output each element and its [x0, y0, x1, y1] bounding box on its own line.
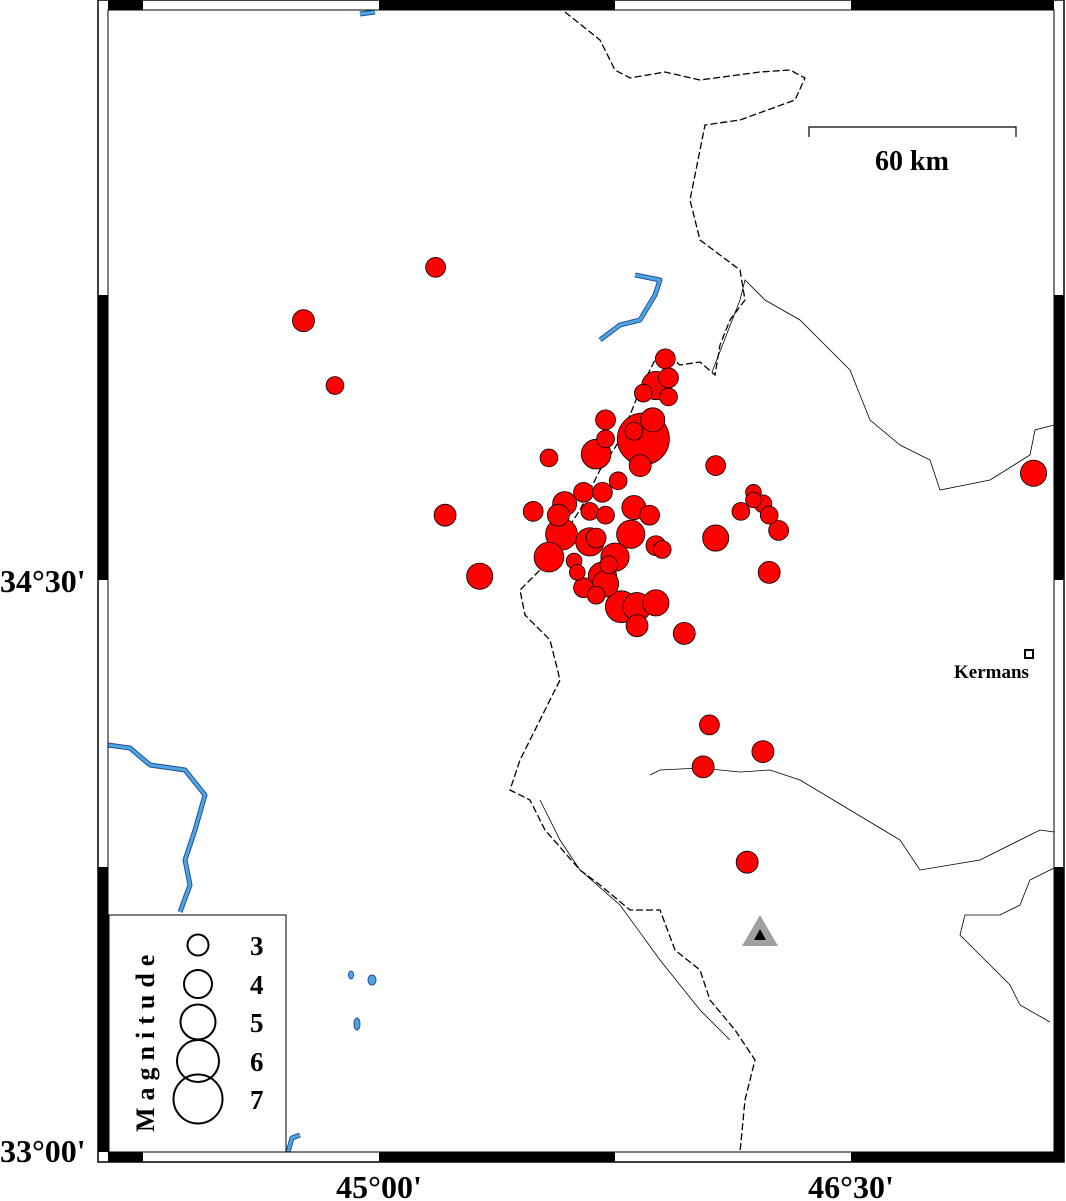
- small-lakes: [348, 970, 377, 1031]
- earthquake-event: [652, 540, 672, 559]
- earthquake-event: [699, 714, 720, 736]
- legend-circle: [183, 969, 213, 999]
- earthquake-event: [592, 481, 613, 503]
- legend-label: 3: [250, 931, 264, 961]
- legend-circle: [176, 1039, 220, 1083]
- international-border: [509, 11, 806, 1153]
- earthquake-event: [608, 471, 628, 491]
- earthquake-event: [573, 481, 594, 503]
- earthquake-event: [628, 454, 652, 478]
- earthquake-event: [654, 348, 676, 370]
- legend-circle: [172, 1073, 224, 1125]
- earthquake-event: [585, 527, 607, 549]
- earthquake-event: [735, 850, 759, 874]
- earthquake-event: [658, 367, 679, 389]
- earthquake-event: [745, 491, 762, 509]
- rivers-lakes-fill: [107, 10, 662, 1153]
- earthquake-event: [325, 376, 345, 395]
- legend-circle: [186, 933, 210, 957]
- earthquake-event: [539, 448, 559, 468]
- lat-tick-label: 34°30': [0, 563, 86, 599]
- province-borders: [539, 279, 1055, 1041]
- earthquake-event: [596, 505, 615, 525]
- earthquake-event: [659, 387, 678, 407]
- earthquake-event: [757, 560, 781, 584]
- earthquake-event: [425, 256, 446, 278]
- legend-label: 6: [250, 1047, 264, 1077]
- earthquake-event: [634, 383, 653, 403]
- earthquake-event: [640, 407, 666, 433]
- earthquake-event: [586, 585, 606, 605]
- earthquake-event: [639, 504, 660, 526]
- earthquake-event: [624, 421, 644, 441]
- earthquake-event: [568, 564, 586, 581]
- earthquake-event: [433, 503, 457, 527]
- legend-label: 4: [250, 970, 264, 1000]
- earthquake-event: [546, 503, 570, 527]
- earthquake-event: [522, 501, 544, 522]
- magnitude-legend: Magnitude 3 4 5 6 7: [108, 914, 287, 1153]
- lat-tick-label: 33°00': [0, 1133, 86, 1169]
- earthquake-event: [1020, 459, 1048, 487]
- scale-bar-label: 60 km: [875, 146, 949, 177]
- earthquake-event: [596, 429, 615, 449]
- triangle-station-icon: [742, 915, 778, 946]
- earthquake-event: [705, 455, 727, 476]
- earthquake-event: [731, 502, 751, 521]
- square-marker-icon: [1024, 649, 1034, 659]
- earthquake-event: [625, 614, 649, 638]
- earthquake-event: [691, 755, 715, 779]
- scale-bar: [808, 126, 1017, 137]
- legend-label: 5: [250, 1008, 264, 1038]
- earthquake-event: [616, 519, 646, 549]
- earthquake-event: [768, 520, 789, 541]
- lon-tick-label: 45°00': [336, 1169, 422, 1201]
- legend-title: Magnitude: [131, 948, 160, 1132]
- earthquake-event: [292, 309, 315, 333]
- earthquake-event: [580, 502, 600, 521]
- legend-label: 7: [250, 1085, 264, 1115]
- earthquake-event: [759, 505, 779, 525]
- earthquake-event: [595, 409, 616, 431]
- earthquake-events: [292, 256, 1048, 874]
- earthquake-event: [751, 740, 775, 764]
- earthquake-event: [599, 555, 619, 575]
- earthquake-event: [533, 541, 565, 573]
- lon-tick-label: 46°30': [808, 1169, 894, 1201]
- earthquake-event: [702, 524, 730, 552]
- earthquake-event: [642, 589, 670, 617]
- city-label: Kermans: [954, 662, 1029, 683]
- earthquake-event: [672, 621, 696, 645]
- map-frame: [97, 0, 1065, 1163]
- earthquake-event: [466, 562, 494, 590]
